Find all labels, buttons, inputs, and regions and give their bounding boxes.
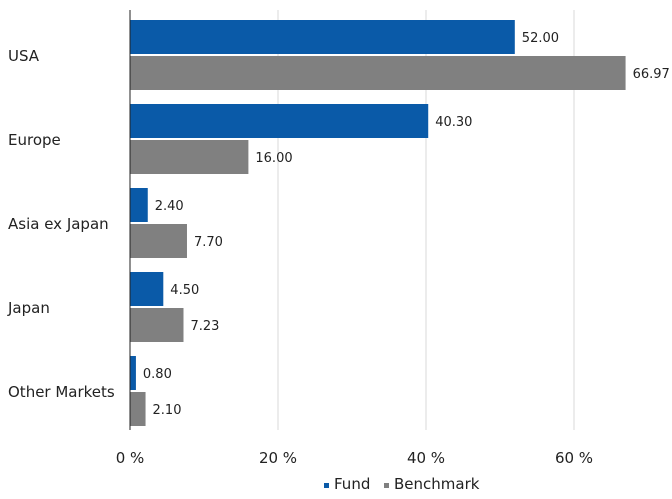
- legend: Fund Benchmark: [324, 475, 480, 493]
- value-labels: 52.00 66.97 40.30 16.00 2.40 7.70 4.50 7.23 0.80…: [143, 31, 670, 418]
- bar-fund: [130, 272, 164, 306]
- category-label: Other Markets: [8, 383, 115, 401]
- bar-fund: [130, 20, 515, 54]
- value-label: 16.00: [255, 151, 292, 166]
- bar-benchmark: [130, 224, 187, 258]
- bars: [130, 20, 626, 426]
- category-label: Asia ex Japan: [8, 215, 109, 233]
- value-label: 2.40: [155, 199, 184, 214]
- category-label: Japan: [7, 299, 50, 317]
- bar-fund: [130, 356, 136, 390]
- legend-benchmark-swatch: [384, 483, 389, 488]
- value-label: 2.10: [153, 403, 182, 418]
- bar-fund: [130, 188, 148, 222]
- value-label: 4.50: [170, 283, 199, 298]
- value-label: 7.70: [194, 235, 223, 250]
- bar-benchmark: [130, 308, 184, 342]
- value-label: 52.00: [522, 31, 559, 46]
- bar-fund: [130, 104, 429, 138]
- legend-fund-label: Fund: [334, 475, 370, 493]
- bar-benchmark: [130, 56, 626, 90]
- legend-benchmark-label: Benchmark: [394, 475, 480, 493]
- category-labels: USA Europe Asia ex Japan Japan Other Markets: [7, 47, 115, 401]
- x-tick-labels: 0 % 20 % 40 % 60 %: [116, 449, 593, 467]
- bar-benchmark: [130, 392, 146, 426]
- x-tick-label: 20 %: [259, 449, 297, 467]
- category-label: Europe: [8, 131, 61, 149]
- x-tick-label: 0 %: [116, 449, 145, 467]
- bar-benchmark: [130, 140, 249, 174]
- legend-fund-swatch: [324, 483, 329, 488]
- x-tick-label: 40 %: [407, 449, 445, 467]
- category-label: USA: [8, 47, 40, 65]
- value-label: 66.97: [633, 67, 670, 82]
- value-label: 40.30: [435, 115, 472, 130]
- value-label: 0.80: [143, 367, 172, 382]
- x-tick-label: 60 %: [555, 449, 593, 467]
- value-label: 7.23: [191, 319, 220, 334]
